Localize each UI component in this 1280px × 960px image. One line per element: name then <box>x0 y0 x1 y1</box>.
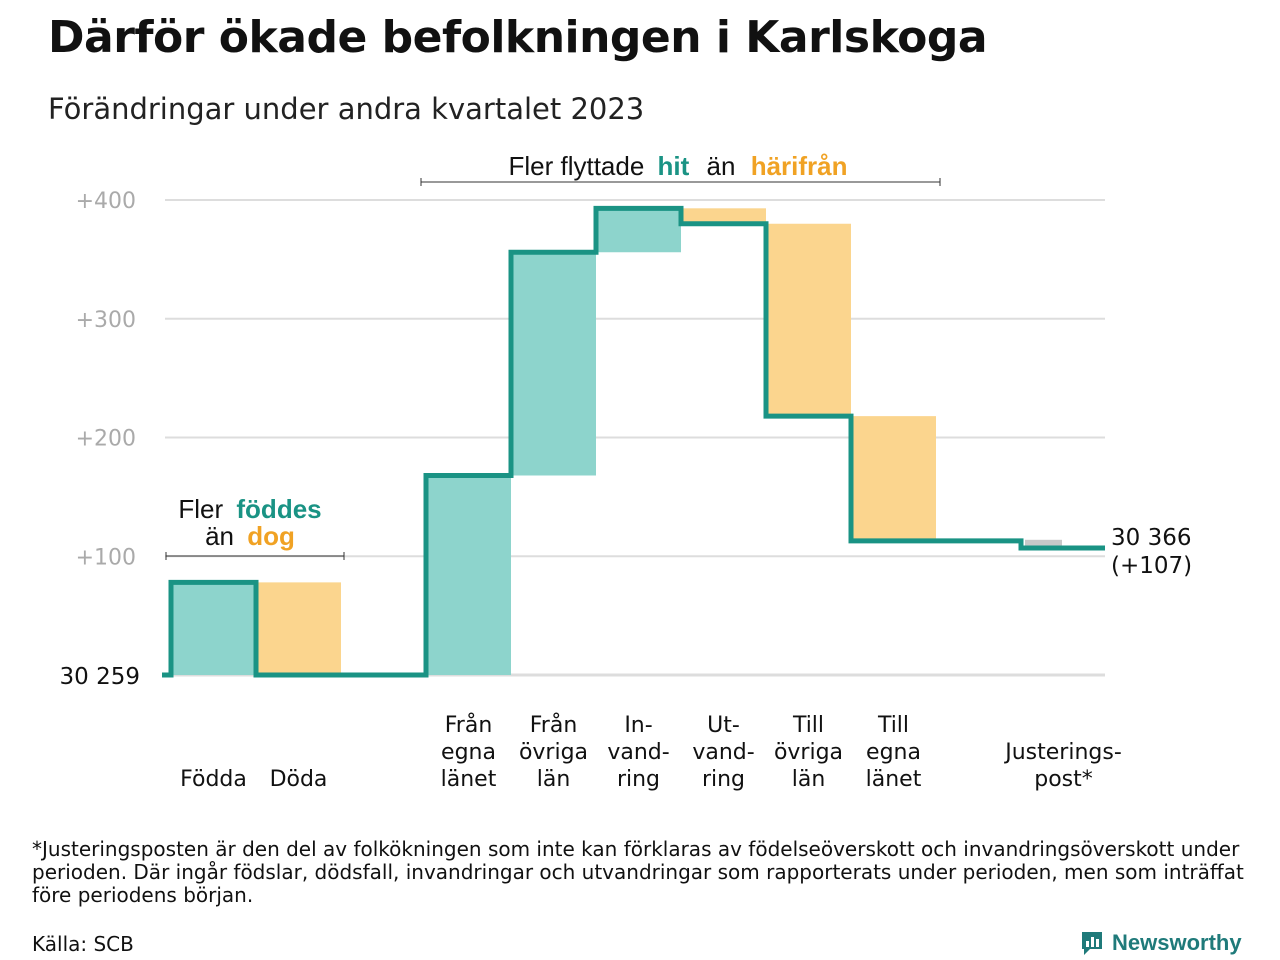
births-annotation-orange: dog <box>247 521 295 551</box>
decrease-bar <box>766 223 851 417</box>
category-label: Till <box>792 713 824 738</box>
increase-bar <box>171 582 256 675</box>
category-label: Justerings- <box>1003 740 1122 765</box>
end-value-label: (+107) <box>1111 553 1192 579</box>
decrease-bar <box>851 416 936 541</box>
category-label: Ut- <box>707 713 740 738</box>
brand-name: Newsworthy <box>1112 930 1242 955</box>
decrease-bar <box>256 582 341 675</box>
category-label: ring <box>702 767 745 792</box>
category-label: länet <box>866 767 922 792</box>
category-label: Från <box>445 712 493 738</box>
category-label: Födda <box>180 767 247 792</box>
y-tick-label: +400 <box>76 189 136 214</box>
category-label: egna <box>441 740 496 765</box>
births-annotation-line2: än dog <box>205 521 295 551</box>
migration-annotation-orange: härifrån <box>751 151 848 181</box>
births-annotation-line2-prefix: än <box>205 521 234 551</box>
migration-annotation-prefix: Fler flyttade <box>508 151 644 181</box>
category-label: post* <box>1034 767 1093 792</box>
y-tick-label: +100 <box>76 545 136 570</box>
chart-subtitle: Förändringar under andra kvartalet 2023 <box>48 92 645 126</box>
category-label: Till <box>877 713 909 738</box>
category-label: ring <box>617 767 660 792</box>
category-label: vand- <box>692 740 754 765</box>
y-tick-label: +300 <box>76 308 136 333</box>
category-label: vand- <box>607 740 669 765</box>
category-label: län <box>537 767 571 792</box>
category-label: län <box>792 767 826 792</box>
adjustment-bar <box>1025 539 1062 547</box>
newsworthy-icon <box>1082 932 1102 955</box>
decrease-bar <box>681 208 766 224</box>
increase-bar <box>511 252 596 476</box>
migration-annotation: Fler flyttade hit än härifrån <box>508 151 847 181</box>
category-label: egna <box>866 740 921 765</box>
births-annotation-bracket <box>165 552 345 560</box>
cumulative-step-line <box>162 205 1105 678</box>
chart-title: Därför ökade befolkningen i Karlskoga <box>48 12 988 63</box>
births-annotation-teal: föddes <box>236 494 321 524</box>
category-label: länet <box>441 767 497 792</box>
category-label: Döda <box>270 767 328 792</box>
y-tick-label: +200 <box>76 427 136 452</box>
migration-annotation-bracket <box>420 178 941 186</box>
category-label: övriga <box>774 740 843 765</box>
category-label: Från <box>530 712 578 738</box>
births-annotation-prefix: Fler <box>178 494 223 524</box>
migration-annotation-middle: än <box>707 151 736 181</box>
category-label: övriga <box>519 740 588 765</box>
migration-annotation-teal: hit <box>658 151 690 181</box>
brand-logo: Newsworthy <box>1080 928 1242 958</box>
source-label: Källa: SCB <box>32 932 134 956</box>
end-value-label: 30 366 <box>1111 525 1191 551</box>
start-value-label: 30 259 <box>60 664 140 690</box>
births-annotation-line1: Fler föddes <box>178 494 321 524</box>
category-label: In- <box>624 713 652 738</box>
increase-bar <box>596 208 681 253</box>
footnote: *Justeringsposten är den del av folkökni… <box>32 837 1244 907</box>
increase-bar <box>426 475 511 675</box>
